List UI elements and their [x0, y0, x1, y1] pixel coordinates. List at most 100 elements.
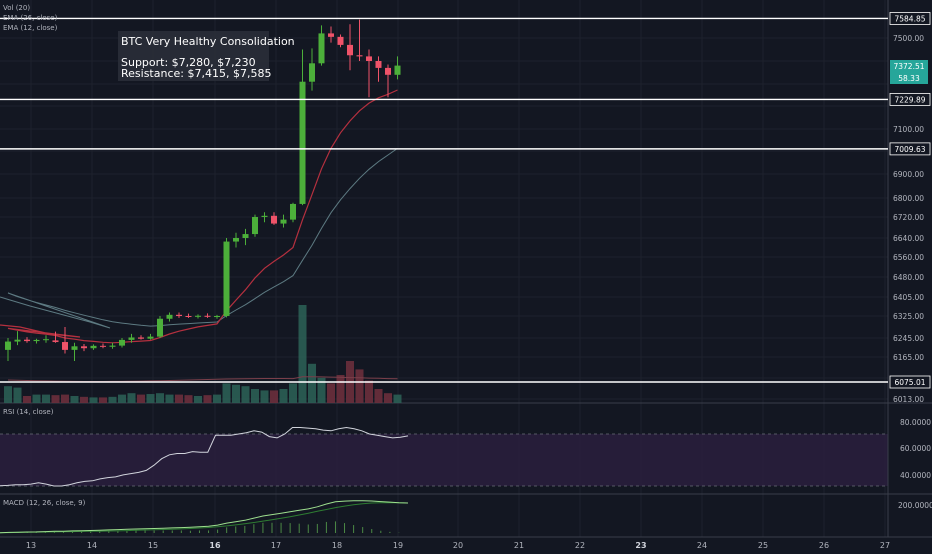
volume-bar — [241, 386, 250, 403]
volume-bar — [194, 396, 202, 403]
volume-bar — [393, 394, 402, 403]
ema-lines — [0, 89, 398, 344]
volume-bar — [146, 394, 155, 403]
volume-bar — [222, 383, 231, 403]
candle-body — [242, 234, 249, 238]
macd-signal-line — [0, 502, 409, 534]
candle-body — [318, 33, 325, 64]
level-tag-label: 7229.89 — [894, 95, 925, 104]
volume-bar — [61, 394, 69, 403]
volume-bar — [118, 394, 126, 403]
candle-body — [71, 346, 78, 350]
level-tag-box — [889, 375, 931, 389]
time-axis-tick: 19 — [393, 541, 403, 550]
ema26-indicator-label[interactable]: EMA (26, close) — [3, 14, 58, 22]
candle-body — [5, 341, 11, 350]
time-axis-tick: 23 — [635, 541, 646, 550]
time-axis-tick: 17 — [271, 541, 281, 550]
macd-indicator-label[interactable]: MACD (12, 26, close, 9) — [3, 499, 86, 507]
candle-body — [280, 219, 287, 224]
volume-bar — [308, 363, 316, 403]
candle-body — [366, 56, 372, 61]
candle-body — [24, 339, 30, 342]
macd-pane — [0, 500, 409, 534]
rsi-axis-tick: 80.0000 — [900, 418, 931, 427]
candle-body — [223, 241, 230, 316]
ema12-indicator-label[interactable]: EMA (12, close) — [3, 24, 58, 32]
volume-bar — [232, 384, 240, 403]
volume-bar — [384, 393, 392, 403]
volume-bar — [127, 393, 136, 403]
candle-body — [43, 339, 49, 341]
candle-body — [166, 314, 173, 319]
last-price-tag-label: 7372.51 — [893, 62, 924, 71]
candle-body — [385, 67, 391, 75]
horizontal-levels — [0, 17, 888, 383]
time-axis-tick: 13 — [26, 541, 36, 550]
candle-body — [309, 63, 315, 82]
time-axis-tick: 18 — [332, 541, 342, 550]
price-axis-tick: 6480.00 — [893, 273, 924, 282]
time-axis-tick: 24 — [697, 541, 707, 550]
candle-body — [176, 314, 182, 316]
level-tag-label: 7009.63 — [894, 145, 925, 154]
candle-body — [271, 215, 277, 224]
volume-bar — [355, 369, 364, 403]
candle-body — [233, 238, 239, 242]
volume-bar — [327, 383, 335, 403]
price-axis-tick: 6405.00 — [893, 293, 924, 302]
time-axis-tick: 25 — [758, 541, 768, 550]
volume-indicator-label[interactable]: Vol (20) — [3, 4, 30, 12]
time-axis-tick: 15 — [148, 541, 158, 550]
volume-bar — [51, 395, 60, 403]
volume-bar — [80, 396, 88, 403]
time-axis-tick: 20 — [453, 541, 463, 550]
annotation-box[interactable] — [118, 31, 269, 81]
price-axis-tick: 6560.00 — [893, 253, 924, 262]
volume-bar — [260, 390, 269, 403]
level-tag-label: 6075.01 — [894, 378, 925, 387]
candle-body — [14, 339, 21, 342]
candle-body — [138, 337, 144, 339]
volume-bar — [374, 389, 383, 403]
candle-body — [252, 217, 258, 235]
level-tag-box — [889, 142, 931, 156]
time-axis-tick: 27 — [880, 541, 890, 550]
volume-bar — [99, 397, 107, 403]
candle-body — [195, 315, 201, 317]
level-tag-box — [889, 93, 931, 106]
candle-body — [62, 342, 68, 350]
rsi-indicator-label[interactable]: RSI (14, close) — [3, 408, 54, 416]
time-axis-tick: 22 — [575, 541, 585, 550]
annotation-resistance: Resistance: $7,415, $7,585 — [121, 67, 271, 80]
candle-body — [119, 339, 125, 346]
annotation-title: BTC Very Healthy Consolidation — [121, 35, 295, 48]
candle-body — [52, 340, 59, 343]
volume-bar — [270, 390, 278, 403]
macd-axis: 200.0000 — [898, 501, 932, 510]
candle-body — [33, 339, 40, 342]
candle-body — [204, 315, 211, 317]
price-axis-tick: 6900.00 — [893, 170, 924, 179]
macd-axis-tick: 200.0000 — [898, 501, 932, 510]
level-tags: 7584.85 7229.89 7009.63 6075.01 — [889, 12, 931, 389]
price-axis-tick: 6013.00 — [893, 395, 924, 404]
volume-bar — [365, 380, 373, 403]
candle-body — [290, 203, 296, 220]
candle-body — [347, 44, 353, 56]
candle-body — [147, 336, 154, 339]
level-tag-label: 7584.85 — [894, 14, 925, 23]
price-axis-tick: 6720.00 — [893, 213, 924, 222]
time-axis-tick: 26 — [819, 541, 829, 550]
price-axis-tick: 6800.00 — [893, 194, 924, 203]
volume-bar — [251, 389, 259, 403]
candle-body — [375, 61, 382, 68]
price-axis-tick: 7500.00 — [893, 34, 924, 43]
annotation-support: Support: $7,280, $7,230 — [121, 56, 256, 69]
time-axis-tick: 14 — [87, 541, 97, 550]
candle-body — [261, 215, 268, 217]
volume-bar — [156, 393, 164, 403]
volume-bar — [32, 394, 41, 403]
